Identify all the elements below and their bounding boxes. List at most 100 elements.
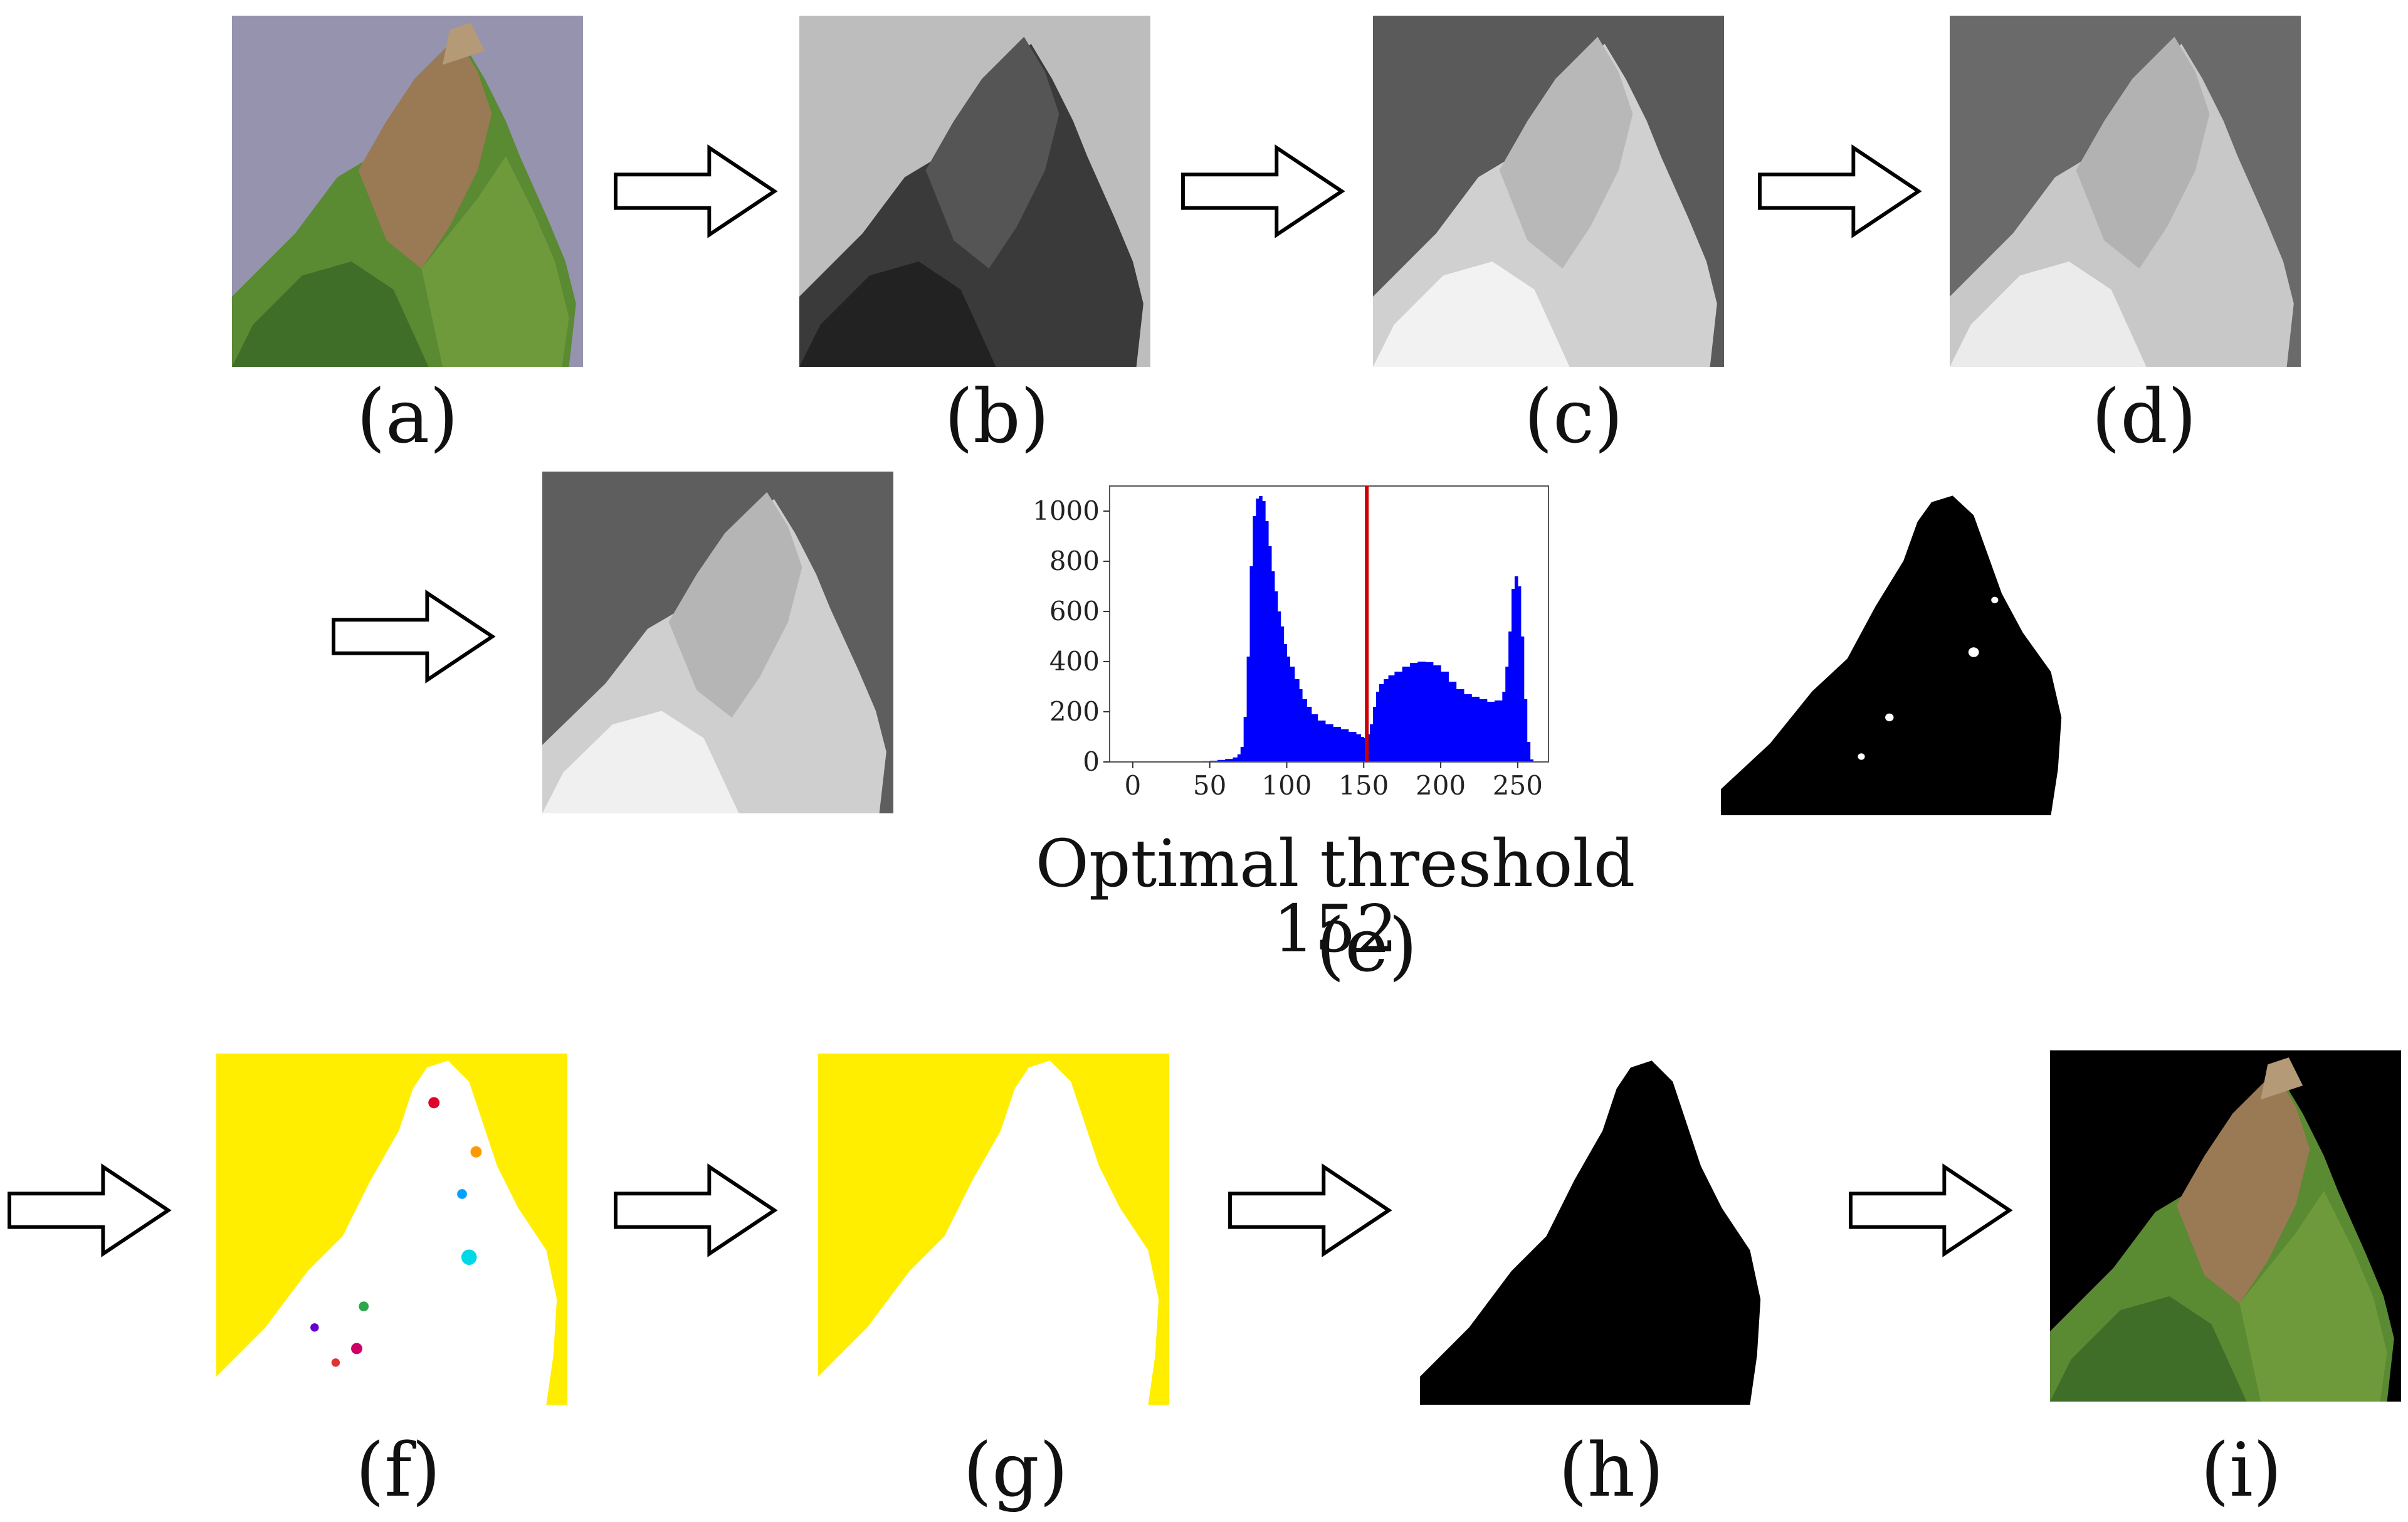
y-tick-label: 400 — [1049, 646, 1100, 677]
histogram-bar — [1280, 626, 1285, 762]
histogram-bar — [1502, 692, 1506, 762]
histogram-bar — [1271, 571, 1275, 762]
panel-h-final-mask — [1420, 1054, 1771, 1405]
labeled-regions-image — [216, 1054, 567, 1405]
histogram-bar — [1265, 521, 1269, 762]
histogram-bar — [1333, 727, 1342, 762]
panel-g-filled-mask — [818, 1054, 1169, 1405]
histogram-bar — [1520, 637, 1525, 762]
histogram-bar — [1530, 759, 1534, 762]
arrow-e-to-f — [5, 1160, 174, 1260]
histogram-bar — [1514, 576, 1518, 762]
panel-d-filtered-leaf — [1950, 16, 2301, 367]
histogram-bar — [1249, 566, 1254, 762]
histogram-bar — [1495, 700, 1503, 762]
caption-g: (g) — [963, 1427, 1068, 1513]
caption-d: (d) — [2091, 373, 2197, 460]
histogram-bar — [1256, 499, 1259, 762]
y-tick-label: 0 — [1083, 746, 1100, 777]
segmented-leaf-image — [2050, 1050, 2401, 1402]
histogram-bar — [1243, 717, 1248, 762]
histogram-bar — [1348, 732, 1357, 762]
histogram-bar — [1505, 667, 1509, 762]
histogram-bar — [1246, 657, 1251, 762]
histogram-bar — [1290, 667, 1295, 762]
histogram-bar — [1388, 675, 1395, 762]
optimal-threshold-label: Optimal threshold 152 — [1035, 825, 1636, 967]
x-tick-label: 200 — [1416, 770, 1466, 801]
histogram-bar — [1486, 702, 1495, 762]
x-tick-label: 0 — [1124, 770, 1141, 801]
x-tick-label: 250 — [1493, 770, 1543, 801]
histogram-bar — [1286, 657, 1290, 762]
x-tick-label: 100 — [1261, 770, 1312, 801]
panel-b-grayscale-leaf — [799, 16, 1150, 367]
histogram-bar — [1225, 759, 1234, 762]
histogram-bar — [1237, 754, 1241, 762]
histogram-bar — [1479, 699, 1488, 762]
panel-i-segmented-leaf — [2050, 1050, 2401, 1402]
histogram-plot-area: 0 50 100 150 200 250 0 200 400 600 800 1000 — [1033, 485, 1549, 801]
histogram-bar — [1527, 742, 1531, 762]
histogram-bar — [1512, 589, 1515, 762]
histogram-bar — [1448, 682, 1457, 762]
arrow-a-to-b — [611, 141, 781, 241]
histogram-bar — [1375, 692, 1380, 762]
histogram-bar — [1317, 721, 1326, 762]
y-tick-label: 600 — [1049, 596, 1100, 626]
panel-a-original-leaf — [232, 16, 583, 367]
histogram-bar — [1523, 699, 1528, 762]
histogram-bar — [1517, 586, 1522, 762]
histogram-bar — [1325, 724, 1333, 762]
histogram-bar — [1370, 724, 1374, 762]
histogram-bar — [1253, 516, 1256, 762]
histogram-bar — [1340, 729, 1349, 762]
y-tick-label: 800 — [1049, 546, 1100, 576]
histogram-bar — [1299, 689, 1303, 762]
x-tick-label: 150 — [1338, 770, 1389, 801]
histogram-bar — [1471, 697, 1480, 762]
y-tick-label: 1000 — [1033, 495, 1100, 526]
histogram-bar — [1302, 699, 1307, 762]
histogram-bar — [1283, 644, 1288, 762]
histogram-bar — [1259, 496, 1263, 762]
caption-f: (f) — [355, 1427, 441, 1513]
arrow-c-to-d — [1755, 141, 1925, 241]
caption-b: (b) — [944, 373, 1049, 460]
histogram-bar — [1360, 737, 1364, 762]
histogram-bar — [1217, 759, 1226, 762]
histogram-bar — [1262, 501, 1266, 762]
panel-e-binary-mask — [1721, 489, 2072, 815]
histogram-bar — [1456, 689, 1464, 762]
histogram-bar — [1274, 591, 1278, 762]
arrow-g-to-h — [1226, 1160, 1395, 1260]
histogram-bar — [1409, 663, 1418, 762]
histogram-bar — [1240, 747, 1244, 762]
caption-c: (c) — [1523, 373, 1624, 460]
caption-i: (i) — [2200, 1427, 2282, 1513]
histogram-bar — [1233, 757, 1238, 762]
histogram-bar — [1373, 707, 1377, 762]
histogram-bar — [1311, 714, 1318, 762]
final-mask-image — [1420, 1054, 1771, 1405]
histogram-bar — [1307, 707, 1312, 762]
panel-c-inverted-leaf — [1373, 16, 1724, 367]
histogram-chart: 0 50 100 150 200 250 0 200 400 600 800 1000 — [1033, 485, 1549, 801]
filled-mask-image — [818, 1054, 1169, 1405]
caption-e: (e) — [1316, 902, 1417, 988]
binary-mask-image — [1721, 489, 2072, 815]
histogram-bar — [1433, 665, 1441, 762]
plot-frame — [1109, 485, 1549, 763]
histogram-bar — [1268, 546, 1272, 762]
arrow-h-to-i — [1846, 1160, 2016, 1260]
x-tick-label: 50 — [1193, 770, 1226, 801]
histogram-bar — [1441, 672, 1449, 762]
filtered-image — [1950, 16, 2301, 367]
histogram-bar — [1384, 679, 1389, 762]
histogram-bar — [1394, 672, 1403, 762]
inverted-image — [1373, 16, 1724, 367]
histogram-bar — [1294, 679, 1300, 762]
caption-h: (h) — [1558, 1427, 1664, 1513]
histogram-bar — [1355, 734, 1361, 762]
arrow-d-to-e — [329, 586, 498, 687]
